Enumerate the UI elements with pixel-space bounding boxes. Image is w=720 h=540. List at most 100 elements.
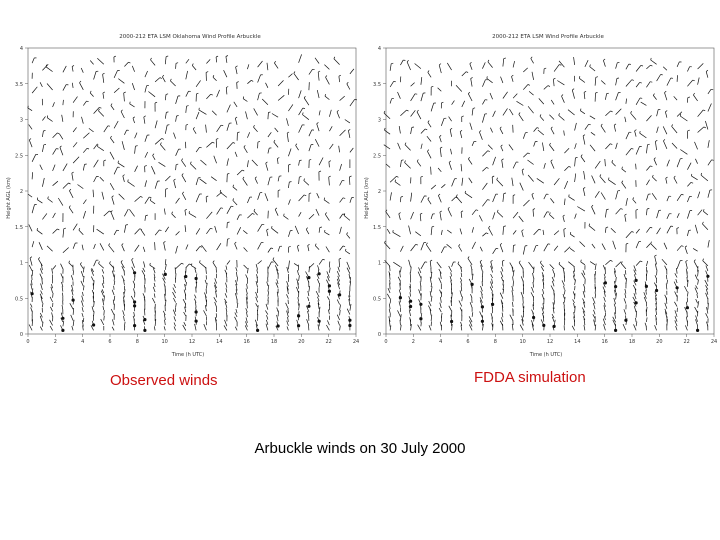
wind-barb [317, 300, 320, 306]
y-tick-label: 3.5 [373, 82, 381, 88]
wind-barb [664, 265, 668, 271]
wind-barb [633, 324, 637, 331]
wind-barb-flag [605, 226, 609, 228]
wind-barb [702, 260, 709, 267]
wind-barb [225, 307, 228, 313]
wind-barb [164, 264, 167, 270]
observed-winds-chart: 2000-212 ETA LSM Oklahoma Wind Profile A… [6, 34, 359, 358]
y-tick-label: 0 [20, 332, 23, 338]
wind-barb [154, 242, 156, 251]
wind-barb [165, 226, 169, 233]
wind-barb [646, 144, 648, 154]
wind-barb [624, 293, 627, 299]
wind-barb [621, 263, 627, 270]
wind-barb [346, 234, 351, 239]
wind-barb [656, 227, 661, 235]
wind-barb-flag [465, 71, 469, 73]
wind-barb [584, 124, 589, 130]
wind-barb [129, 209, 135, 217]
wind-barb-flag [475, 209, 479, 211]
wind-barb [265, 310, 269, 315]
calm-marker [532, 315, 536, 320]
wind-barb [573, 266, 575, 272]
wind-barb [175, 95, 179, 105]
wind-barb [307, 311, 310, 317]
wind-barb-flag [192, 127, 195, 130]
calm-marker [307, 276, 311, 280]
wind-barb [81, 312, 84, 318]
wind-barb [400, 245, 404, 252]
wind-barb [643, 296, 647, 303]
wind-barb-flag [621, 180, 624, 183]
wind-barb [427, 122, 432, 128]
wind-barb [441, 184, 446, 189]
wind-barb [509, 108, 514, 116]
wind-barb [580, 156, 586, 163]
wind-barb-flag [631, 79, 634, 81]
wind-barb [440, 229, 443, 235]
wind-barb [687, 66, 690, 72]
wind-barb [348, 295, 351, 301]
wind-barb [428, 300, 432, 307]
wind-barb [31, 172, 33, 180]
wind-barb [490, 313, 493, 319]
wind-barb [603, 305, 606, 313]
wind-barb [420, 242, 425, 251]
wind-barb [446, 229, 452, 234]
wind-barb [552, 269, 555, 274]
wind-barb [42, 64, 49, 71]
wind-barb-flag [121, 243, 124, 246]
wind-barb [389, 98, 392, 104]
wind-barb [685, 316, 688, 323]
wind-barb-flag [181, 173, 184, 176]
wind-barb [459, 131, 463, 139]
wind-barb [653, 159, 657, 166]
wind-barb-flag [610, 143, 613, 145]
wind-barb [588, 225, 596, 231]
wind-barb [267, 284, 270, 292]
wind-barb-flag [650, 57, 652, 61]
wind-barb [604, 158, 606, 167]
wind-barb [236, 227, 242, 235]
wind-barb [81, 116, 84, 124]
wind-barb-flag [663, 139, 666, 142]
wind-barb [245, 297, 248, 304]
wind-barb-flag [613, 123, 617, 126]
wind-barb [685, 268, 688, 274]
wind-barb [316, 123, 320, 132]
wind-barb [487, 61, 493, 68]
wind-barb [383, 144, 391, 150]
x-tick-label: 10 [519, 339, 525, 345]
wind-barb-flag [693, 92, 695, 96]
y-tick-label: 3 [378, 118, 381, 124]
wind-barb [590, 132, 596, 136]
wind-barb [695, 158, 698, 164]
wind-barb-flag [181, 262, 184, 265]
wind-barb [486, 78, 493, 84]
wind-barb-flag [274, 207, 278, 210]
wind-barb [540, 266, 545, 272]
wind-barb [697, 126, 705, 133]
wind-barb [42, 116, 46, 121]
wind-barb [336, 314, 340, 321]
calm-marker [163, 272, 167, 276]
wind-barb [144, 85, 147, 93]
wind-barb [572, 299, 575, 304]
wind-barb [255, 291, 258, 298]
wind-barb [91, 268, 94, 273]
wind-barb [173, 322, 176, 327]
fdda-simulation-chart: 2000-212 ETA LSM Wind Profile Arbuckle H… [364, 34, 717, 358]
wind-barb [298, 303, 300, 311]
wind-barb-flag [511, 74, 514, 77]
wind-barb [349, 281, 352, 287]
wind-barb [110, 308, 115, 316]
wind-barb-flag [45, 64, 47, 67]
y-tick-label: 1 [20, 261, 23, 267]
wind-barb [225, 273, 228, 279]
wind-barb [399, 270, 401, 278]
wind-barb [500, 146, 504, 152]
wind-barb [153, 293, 156, 298]
wind-barb [324, 64, 330, 70]
wind-barb [62, 84, 67, 91]
wind-barb [623, 273, 627, 280]
